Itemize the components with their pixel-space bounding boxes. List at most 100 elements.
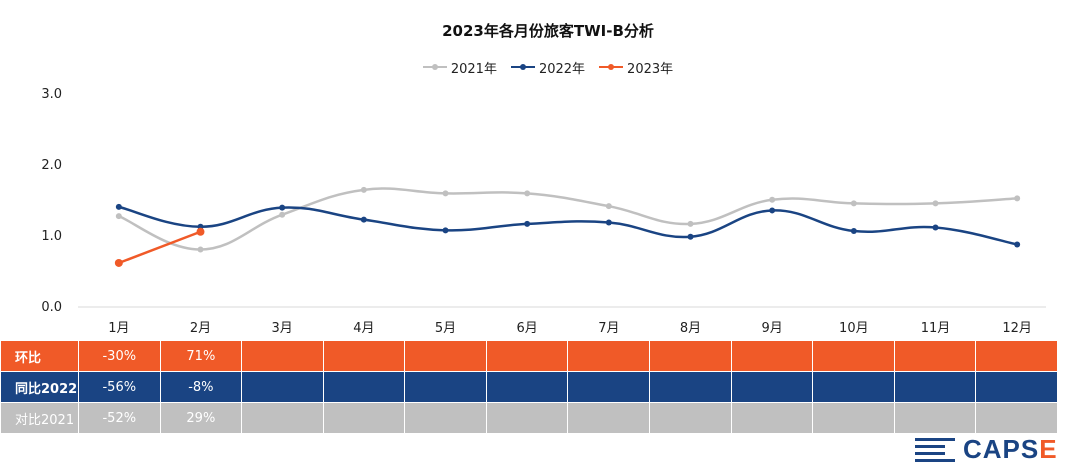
legend-label: 2021年	[450, 61, 497, 77]
table-row: 环比 -30% 71%	[0, 340, 1058, 372]
table-cell	[404, 371, 487, 403]
series-point-1-9	[850, 228, 857, 235]
series-point-0-7	[687, 220, 694, 227]
x-tick-label: 3月	[272, 321, 293, 336]
table-cell: -52%	[78, 402, 161, 434]
series-point-0-8	[769, 196, 776, 203]
x-tick-label: 9月	[762, 321, 783, 336]
series-point-0-1	[197, 246, 204, 253]
series-point-0-2	[279, 211, 286, 218]
series-point-1-10	[932, 224, 939, 231]
table-cell: 29%	[159, 402, 243, 434]
series-point-1-5	[524, 220, 531, 227]
row-label: 同比2022	[0, 371, 79, 403]
table-cell: 71%	[159, 340, 243, 372]
table-cell	[241, 340, 324, 372]
table-cell	[322, 402, 406, 434]
table-cell	[404, 402, 487, 434]
series-point-2-0	[114, 258, 123, 267]
series-point-0-0	[115, 213, 122, 220]
logo-bars-icon	[915, 436, 957, 462]
series-point-1-11	[1014, 241, 1021, 248]
table-cell	[975, 371, 1058, 403]
series-point-1-4	[442, 227, 449, 234]
table-cell	[322, 340, 406, 372]
y-tick-label: 0.0	[41, 300, 62, 315]
series-point-1-6	[605, 219, 612, 226]
legend-item-2: 2023年	[599, 58, 674, 77]
legend-item-0: 2021年	[422, 58, 497, 77]
series-point-1-8	[769, 207, 776, 214]
table-cell	[975, 402, 1058, 434]
table-cell	[812, 371, 895, 403]
series-point-0-6	[605, 203, 612, 210]
table-cell	[322, 371, 406, 403]
series-point-0-5	[524, 190, 531, 197]
table-cell	[404, 340, 487, 372]
y-tick-label: 1.0	[41, 229, 62, 244]
row-label: 环比	[0, 340, 79, 372]
legend-label: 2023年	[627, 61, 674, 77]
series-point-1-2	[279, 204, 286, 211]
table-cell	[812, 402, 895, 434]
legend-swatch-icon	[510, 62, 535, 72]
table-cell	[730, 402, 814, 434]
x-tick-label: 2月	[190, 321, 211, 336]
x-tick-label: 1月	[108, 321, 129, 336]
table-cell	[893, 340, 977, 372]
series-point-0-11	[1014, 195, 1021, 202]
table-cell	[812, 340, 895, 372]
series-point-0-9	[850, 200, 857, 207]
table-cell: -56%	[78, 371, 161, 403]
chart-legend: 2021年 2022年 2023年	[0, 58, 1075, 77]
legend-swatch-icon	[422, 62, 447, 72]
series-point-1-7	[687, 233, 694, 240]
table-cell	[730, 340, 814, 372]
x-tick-label: 7月	[598, 321, 619, 336]
table-cell	[975, 340, 1058, 372]
logo-text: CAPSE	[963, 433, 1058, 464]
chart-title: 2023年各月份旅客TWI-B分析	[442, 22, 654, 40]
row-label: 对比2021	[0, 402, 79, 434]
legend-item-1: 2022年	[510, 58, 586, 77]
series-point-2-1	[196, 227, 205, 236]
table-cell	[567, 402, 651, 434]
table-cell	[730, 371, 814, 403]
table-cell	[893, 402, 977, 434]
table-cell: -8%	[159, 371, 243, 403]
x-tick-label: 5月	[435, 321, 456, 336]
legend-label: 2022年	[538, 61, 586, 77]
table-cell	[649, 340, 732, 372]
comparison-table: 环比 -30% 71% 同比2022 -56% -8% 对比2021 -52% 29%	[0, 340, 1058, 434]
table-cell	[241, 402, 324, 434]
table-cell	[649, 402, 732, 434]
y-tick-label: 2.0	[41, 158, 62, 173]
series-point-0-10	[932, 200, 939, 207]
table-cell: -30%	[78, 340, 161, 372]
table-cell	[485, 340, 569, 372]
series-line-1	[118, 205, 1018, 246]
series-point-0-4	[442, 190, 449, 197]
x-tick-label: 4月	[353, 321, 374, 336]
table-cell	[567, 371, 651, 403]
x-tick-label: 12月	[1002, 321, 1032, 336]
series-line-2	[118, 230, 201, 265]
x-tick-label: 11月	[921, 321, 951, 336]
table-cell	[567, 340, 651, 372]
capse-logo: CAPSE	[915, 433, 1058, 465]
y-tick-label: 3.0	[41, 87, 62, 102]
x-tick-label: 10月	[839, 321, 869, 336]
series-point-0-3	[360, 186, 367, 193]
x-tick-label: 6月	[517, 321, 538, 336]
series-point-1-0	[115, 203, 122, 210]
table-cell	[893, 371, 977, 403]
table-cell	[485, 371, 569, 403]
x-tick-label: 8月	[680, 321, 701, 336]
legend-swatch-icon	[599, 62, 624, 72]
table-cell	[241, 371, 324, 403]
table-cell	[485, 402, 569, 434]
series-point-1-3	[360, 216, 367, 223]
series-line-0	[118, 187, 1018, 251]
table-row: 同比2022 -56% -8%	[0, 371, 1058, 403]
line-chart: 0.0 1.0 2.0 3.0 1月 2月 3月 4月 5月 6月 7月 8月 9月 10月 11月 12月	[41, 87, 1046, 336]
